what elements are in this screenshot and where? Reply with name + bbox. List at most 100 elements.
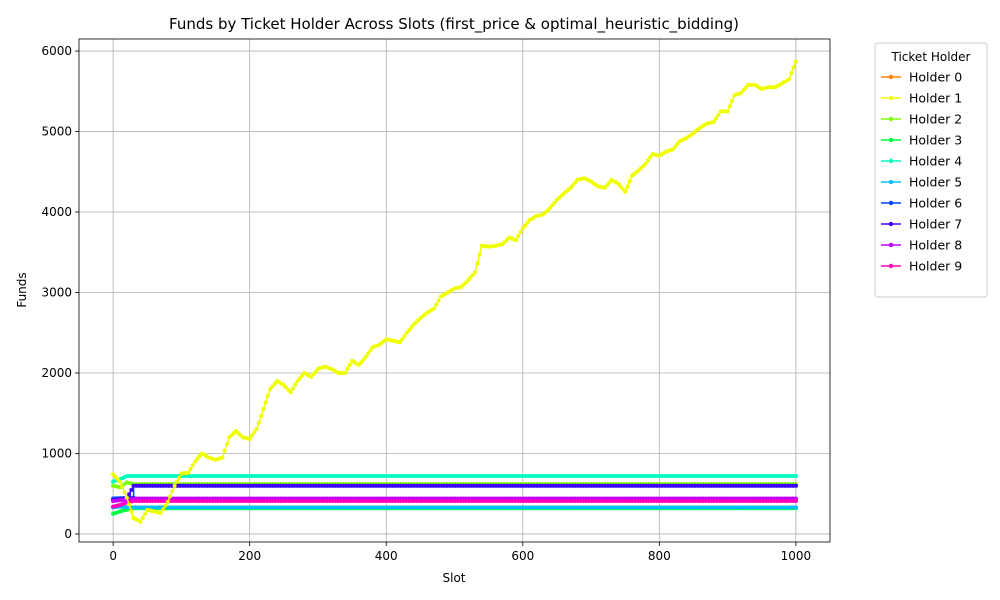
- legend-label: Holder 8: [909, 238, 962, 253]
- data-point: [127, 502, 132, 507]
- data-point: [250, 433, 254, 438]
- data-point: [521, 499, 526, 503]
- data-point: [597, 474, 602, 478]
- data-point: [434, 483, 439, 488]
- data-point: [586, 483, 591, 488]
- data-point: [251, 499, 256, 503]
- data-point: [663, 499, 667, 503]
- data-point: [129, 509, 134, 514]
- data-point: [425, 483, 430, 488]
- data-point: [145, 499, 150, 503]
- data-point: [273, 483, 278, 488]
- data-point: [217, 474, 222, 478]
- legend-swatch-marker: [888, 221, 894, 227]
- data-point: [671, 499, 676, 503]
- data-point: [306, 483, 310, 488]
- data-point: [607, 180, 612, 185]
- legend-item-holder-3: Holder 3: [881, 133, 962, 148]
- data-point: [138, 505, 143, 510]
- legend-swatch-marker: [888, 242, 894, 248]
- data-point: [578, 505, 583, 510]
- data-point: [261, 505, 266, 510]
- data-point: [640, 474, 645, 478]
- data-point: [209, 505, 214, 510]
- data-point: [376, 505, 380, 510]
- data-point: [597, 505, 602, 510]
- data-point: [739, 90, 744, 95]
- legend-swatch-marker: [888, 179, 894, 185]
- data-point: [477, 252, 482, 257]
- data-point: [154, 505, 159, 510]
- data-point: [463, 505, 468, 510]
- data-point: [736, 499, 741, 503]
- data-point: [207, 499, 212, 503]
- data-point: [510, 483, 515, 488]
- data-point: [602, 185, 607, 190]
- data-point: [190, 463, 195, 468]
- legend-label: Holder 5: [909, 175, 962, 190]
- data-point: [490, 474, 495, 478]
- legend-item-holder-9: Holder 9: [881, 259, 962, 274]
- data-point: [363, 354, 368, 359]
- legend: Ticket Holder Holder 0 Holder 1 Holder 2 Hol…: [874, 42, 988, 298]
- data-point: [382, 499, 387, 503]
- data-point: [466, 499, 471, 503]
- data-point: [720, 474, 725, 478]
- data-point: [277, 505, 282, 510]
- data-point: [782, 474, 787, 478]
- data-point: [268, 387, 273, 392]
- data-point: [725, 483, 730, 488]
- data-point: [534, 505, 539, 510]
- data-point: [296, 505, 301, 510]
- data-point: [445, 483, 449, 488]
- data-point: [251, 483, 256, 488]
- legend-label: Holder 4: [909, 154, 962, 169]
- data-point: [747, 483, 752, 488]
- data-point: [564, 499, 569, 503]
- data-point: [411, 474, 416, 478]
- data-point: [269, 505, 274, 510]
- data-point: [613, 505, 618, 510]
- data-point: [716, 112, 721, 117]
- data-point: [663, 483, 667, 488]
- data-point: [660, 474, 664, 478]
- data-point: [277, 474, 282, 478]
- data-point: [392, 474, 397, 478]
- data-point: [725, 109, 730, 114]
- data-point: [455, 505, 460, 510]
- data-point: [569, 505, 574, 510]
- data-point: [168, 494, 172, 499]
- legend-label: Holder 6: [909, 196, 962, 211]
- data-point: [327, 483, 332, 488]
- data-point: [397, 340, 402, 345]
- data-point: [177, 475, 182, 480]
- data-point: [455, 483, 460, 488]
- y-tick-label: 2000: [41, 366, 72, 380]
- data-point: [403, 505, 408, 510]
- data-point: [242, 474, 247, 478]
- data-point: [553, 474, 558, 478]
- data-point: [207, 483, 212, 488]
- data-point: [118, 479, 122, 484]
- data-point: [234, 474, 238, 478]
- data-point: [356, 362, 361, 367]
- legend-box: [874, 42, 988, 298]
- data-point: [120, 485, 125, 489]
- data-point: [550, 203, 555, 208]
- data-point: [561, 505, 566, 510]
- data-point: [692, 474, 697, 478]
- data-point: [438, 505, 443, 510]
- data-point: [262, 483, 267, 488]
- data-point: [393, 499, 398, 503]
- data-point: [305, 505, 309, 510]
- data-point: [218, 483, 223, 488]
- legend-swatch-marker: [888, 74, 894, 80]
- series-holder-1: [111, 59, 798, 524]
- data-point: [684, 505, 689, 510]
- data-point: [542, 505, 547, 510]
- data-point: [193, 459, 198, 464]
- data-point: [649, 474, 654, 478]
- data-point: [376, 474, 380, 478]
- data-point: [197, 483, 201, 488]
- data-point: [300, 373, 304, 378]
